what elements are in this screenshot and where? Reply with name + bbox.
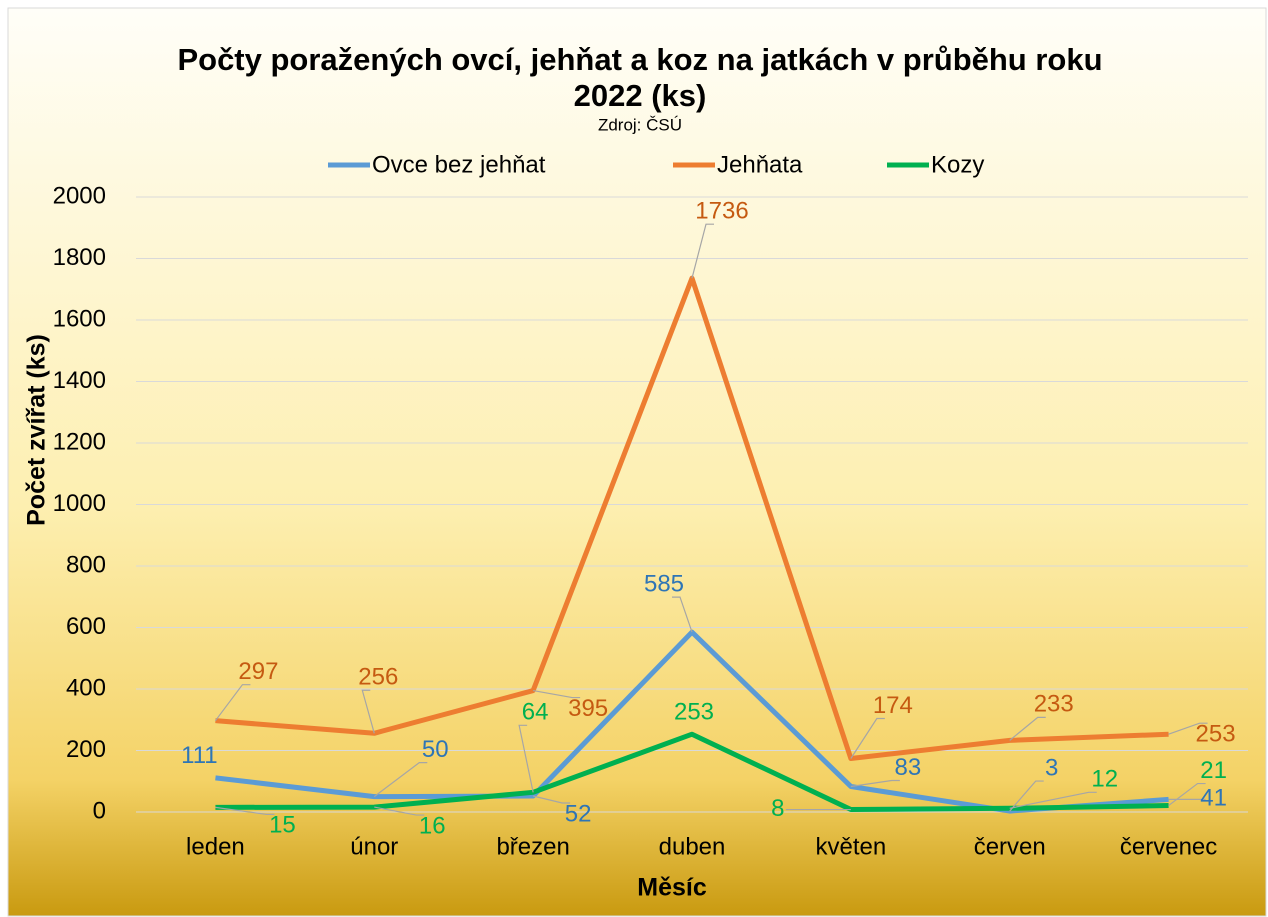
x-tick-label: březen xyxy=(496,833,569,860)
data-label: 16 xyxy=(419,812,446,839)
leader-line xyxy=(1009,716,1046,741)
leader-line xyxy=(533,795,571,804)
data-label: 15 xyxy=(269,812,296,839)
x-tick-label: duben xyxy=(659,833,726,860)
y-axis-title: Počet zvířat (ks) xyxy=(23,334,51,526)
x-tick-label: červen xyxy=(974,833,1046,860)
leader-line xyxy=(691,223,714,279)
leader-line xyxy=(533,689,581,699)
y-tick-label: 200 xyxy=(66,736,106,763)
chart-title: Počty poražených ovcí, jehňat a koz na j… xyxy=(177,42,1103,113)
x-axis-title: Měsíc xyxy=(637,874,707,902)
x-tick-label: leden xyxy=(186,833,245,860)
data-label: 3 xyxy=(1045,754,1058,781)
y-tick-label: 600 xyxy=(66,613,106,640)
leader-line xyxy=(374,806,425,816)
data-label: 12 xyxy=(1091,766,1118,793)
leader-line xyxy=(214,684,251,722)
data-label: 297 xyxy=(238,658,278,685)
y-tick-label: 800 xyxy=(66,551,106,578)
data-label: 256 xyxy=(358,664,398,691)
y-tick-label: 1600 xyxy=(53,305,106,332)
leader-line xyxy=(850,717,885,759)
y-tick-label: 400 xyxy=(66,674,106,701)
leader-line xyxy=(1168,722,1208,735)
data-label: 253 xyxy=(674,699,714,726)
data-label: 64 xyxy=(522,699,549,726)
data-label: 253 xyxy=(1196,721,1236,748)
leader-line xyxy=(361,689,375,734)
y-tick-label: 1800 xyxy=(53,244,106,271)
leader-line xyxy=(1168,782,1206,807)
data-label: 21 xyxy=(1200,757,1227,784)
leader-line xyxy=(672,596,693,633)
legend-label: Ovce bez jehňat xyxy=(372,151,546,178)
leader-line xyxy=(1009,791,1097,809)
leader-line xyxy=(373,762,428,798)
data-label: 111 xyxy=(181,742,217,769)
x-tick-label: červenec xyxy=(1120,833,1217,860)
y-tick-label: 0 xyxy=(93,797,106,824)
leader-line xyxy=(215,806,275,815)
y-tick-label: 1200 xyxy=(53,428,106,455)
data-label: 52 xyxy=(565,800,592,827)
data-label: 50 xyxy=(422,736,449,763)
data-label: 395 xyxy=(568,695,608,722)
leader-line xyxy=(1009,780,1044,812)
leader-line xyxy=(850,779,900,788)
data-label: 8 xyxy=(771,795,784,822)
subtitle: Zdroj: ČSÚ xyxy=(598,115,682,134)
data-label: 233 xyxy=(1034,691,1074,718)
x-tick-label: květen xyxy=(815,833,886,860)
x-tick-label: únor xyxy=(350,833,398,860)
data-label: 41 xyxy=(1200,785,1227,812)
y-tick-label: 1400 xyxy=(53,367,106,394)
background xyxy=(7,7,1267,917)
y-tick-label: 1000 xyxy=(53,490,106,517)
data-label: 174 xyxy=(873,692,913,719)
legend-label: Jehňata xyxy=(717,151,803,178)
data-label: 1736 xyxy=(695,198,748,225)
y-tick-label: 2000 xyxy=(53,182,106,209)
data-label: 83 xyxy=(895,754,922,781)
leader-line xyxy=(518,724,534,793)
legend-label: Kozy xyxy=(931,151,984,178)
data-label: 585 xyxy=(644,570,684,597)
